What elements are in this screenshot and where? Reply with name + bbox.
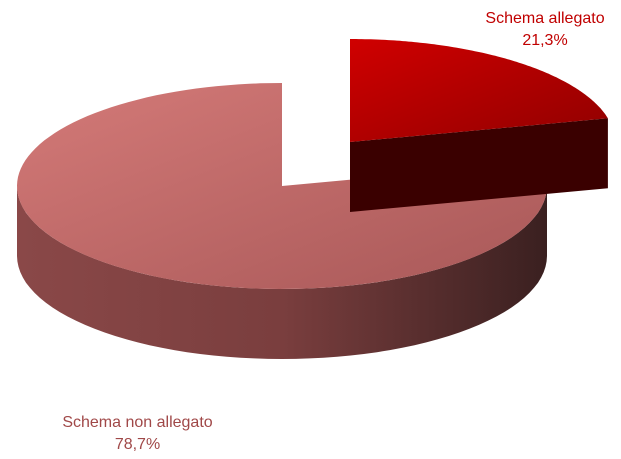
pie-slice — [17, 83, 547, 289]
slice-label: Schema non allegato 78,7% — [45, 412, 230, 456]
slice-side — [350, 118, 608, 212]
slice-label: Schema allegato 21,3% — [475, 8, 615, 52]
category-name: Schema allegato — [485, 10, 605, 27]
pie-slice — [350, 39, 608, 142]
category-name: Schema non allegato — [62, 414, 213, 431]
value-label: 78,7% — [114, 436, 161, 453]
slice-side — [17, 186, 547, 359]
value-label: 21,3% — [522, 32, 568, 49]
